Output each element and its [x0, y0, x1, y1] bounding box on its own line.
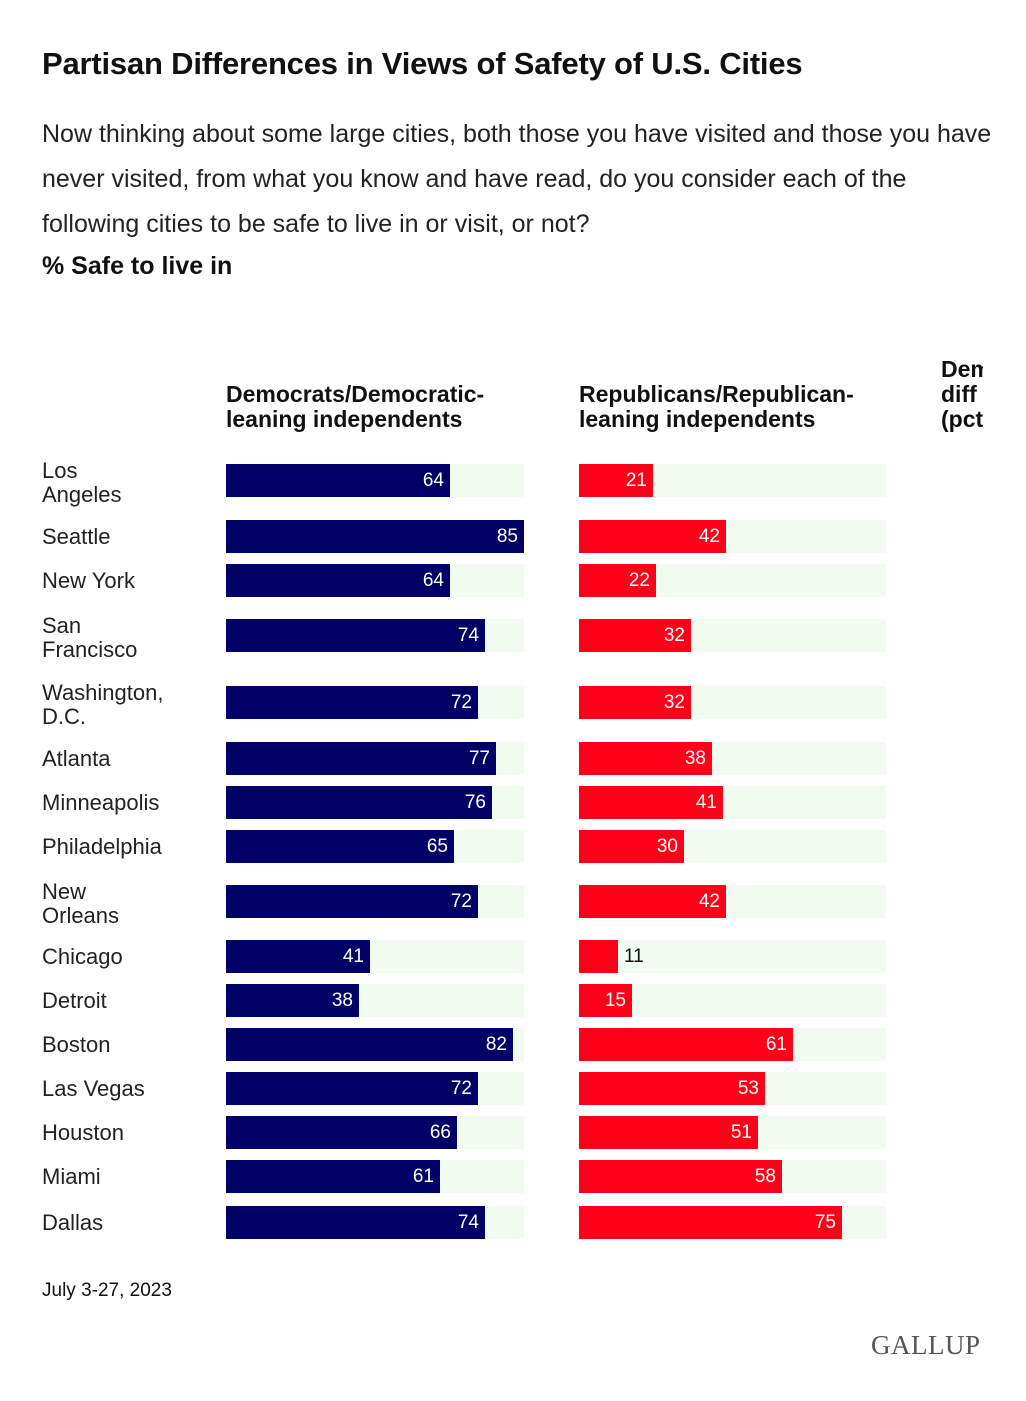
- rep-value-label: 32: [663, 625, 685, 646]
- rep-value-label: 58: [754, 1166, 776, 1187]
- dem-value-label: 61: [412, 1166, 434, 1187]
- dem-bar: [226, 1028, 513, 1061]
- city-label: Houston: [42, 1120, 124, 1145]
- rep-bar: [579, 984, 632, 1017]
- dem-bar: [226, 1160, 440, 1193]
- city-label: Washington, D.C.: [42, 680, 164, 729]
- source-date: July 3-27, 2023: [42, 1280, 172, 1301]
- city-label: New York: [42, 568, 135, 593]
- dem-bar: [226, 464, 450, 497]
- rep-bar: [579, 1116, 758, 1149]
- rep-bar: [579, 564, 656, 597]
- dem-bar: [226, 940, 370, 973]
- dem-value-label: 74: [457, 625, 479, 646]
- city-label: Chicago: [42, 944, 123, 969]
- rep-value-label: 42: [698, 891, 720, 912]
- rep-value-label: 22: [628, 570, 650, 591]
- city-label: San Francisco: [42, 613, 138, 662]
- dem-bar: [226, 885, 478, 918]
- rep-bar: [579, 742, 712, 775]
- rep-bar: [579, 1028, 793, 1061]
- rep-bar: [579, 619, 691, 652]
- rep-value-label: 42: [698, 526, 720, 547]
- rep-value-label: 61: [765, 1034, 787, 1055]
- dem-bar: [226, 686, 478, 719]
- dem-bar: [226, 1206, 485, 1239]
- dem-bar: [226, 619, 485, 652]
- rep-bar: [579, 830, 684, 863]
- dem-bar: [226, 1072, 478, 1105]
- dem-value-label: 38: [331, 990, 353, 1011]
- rep-value-label: 51: [730, 1122, 752, 1143]
- dem-value-label: 64: [422, 470, 444, 491]
- city-label: Detroit: [42, 988, 107, 1013]
- rep-value-label: 21: [625, 470, 647, 491]
- rep-bar: [579, 1072, 765, 1105]
- city-label: Las Vegas: [42, 1076, 145, 1101]
- dem-column-header: Democrats/Democratic-leaning independent…: [226, 381, 485, 432]
- chart-subtitle: Now thinking about some large cities, bo…: [42, 120, 992, 238]
- city-label: Minneapolis: [42, 790, 160, 815]
- dem-bar: [226, 564, 450, 597]
- rep-value-label: 30: [656, 836, 678, 857]
- rep-column-header: Republicans/Republican-leaning independe…: [579, 381, 854, 432]
- dem-value-label: 41: [342, 946, 364, 967]
- rep-bar: [579, 1160, 782, 1193]
- rep-bar: [579, 940, 618, 973]
- rep-bar: [579, 686, 691, 719]
- rep-value-label: 38: [684, 748, 706, 769]
- city-label: Los Angeles: [42, 458, 122, 507]
- rep-value-label: 53: [737, 1078, 759, 1099]
- rep-bar: [579, 464, 653, 497]
- city-label: New Orleans: [42, 879, 120, 928]
- rep-bar: [579, 786, 723, 819]
- dem-bar: [226, 742, 496, 775]
- dem-value-label: 85: [496, 526, 518, 547]
- dem-value-label: 82: [485, 1034, 507, 1055]
- city-label: Atlanta: [42, 746, 111, 771]
- city-label: Boston: [42, 1032, 111, 1057]
- diff-column-header: Dem diff (pct: [941, 357, 983, 432]
- dem-value-label: 66: [429, 1122, 451, 1143]
- dem-value-label: 72: [450, 891, 472, 912]
- dem-value-label: 72: [450, 1078, 472, 1099]
- rep-value-label: 41: [695, 792, 717, 813]
- dem-value-label: 76: [464, 792, 486, 813]
- dem-value-label: 72: [450, 692, 472, 713]
- rep-value-label: 11: [624, 946, 644, 967]
- city-label: Dallas: [42, 1210, 104, 1235]
- dem-value-label: 64: [422, 570, 444, 591]
- dem-value-label: 65: [426, 836, 448, 857]
- rep-value-label: 75: [814, 1212, 836, 1233]
- dem-bar: [226, 520, 524, 553]
- rep-bar: [579, 1206, 842, 1239]
- dem-value-label: 77: [468, 748, 490, 769]
- rep-value-label: 15: [604, 990, 626, 1011]
- city-label: Miami: [42, 1164, 101, 1189]
- rep-bar: [579, 520, 726, 553]
- chart-title: Partisan Differences in Views of Safety …: [42, 46, 803, 81]
- city-label: Seattle: [42, 524, 111, 549]
- bar-track: [579, 940, 886, 973]
- rep-bar: [579, 885, 726, 918]
- dem-bar: [226, 1116, 457, 1149]
- dem-value-label: 74: [457, 1212, 479, 1233]
- gallup-logo: GALLUP: [871, 1330, 981, 1360]
- dem-bar: [226, 830, 454, 863]
- rep-value-label: 32: [663, 692, 685, 713]
- city-label: Philadelphia: [42, 834, 162, 859]
- measure-label: % Safe to live in: [42, 252, 233, 280]
- dem-bar: [226, 786, 492, 819]
- dem-bar: [226, 984, 359, 1017]
